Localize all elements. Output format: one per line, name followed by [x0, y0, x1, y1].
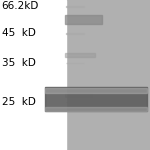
Bar [64, 53, 94, 57]
Bar [0, 0, 66, 150]
Bar [45, 88, 147, 93]
Text: 25  kD: 25 kD [2, 97, 35, 107]
Text: 66.2kD: 66.2kD [2, 1, 39, 11]
Bar [45, 107, 147, 111]
Text: 45  kD: 45 kD [2, 28, 35, 38]
Bar [66, 0, 150, 150]
Bar [64, 93, 92, 97]
FancyArrow shape [66, 6, 84, 7]
Bar [64, 15, 102, 24]
Text: 35  kD: 35 kD [2, 58, 35, 68]
Bar [45, 87, 147, 111]
